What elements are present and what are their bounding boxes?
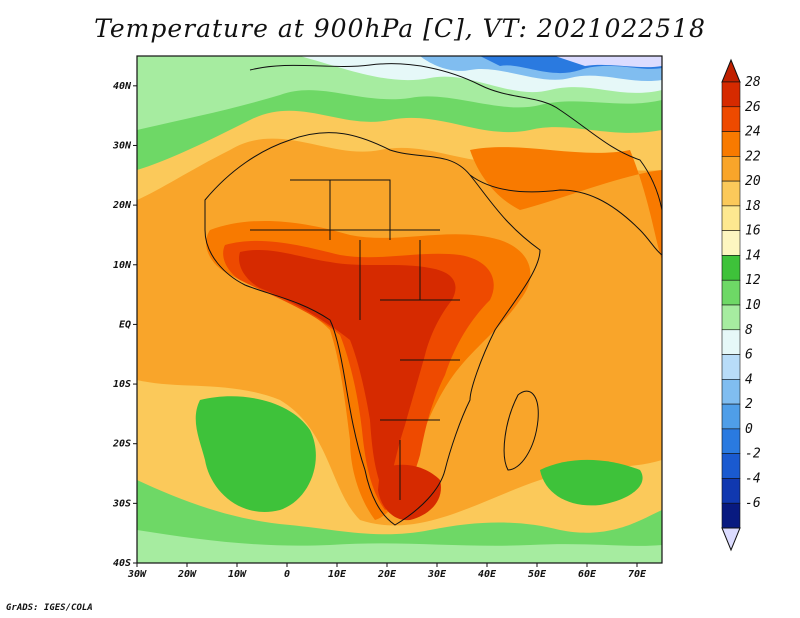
colorbar-label: -6 — [745, 496, 761, 511]
y-tick-label: 10N — [113, 260, 132, 271]
colorbar-segment — [721, 403, 741, 430]
x-tick-label: 70E — [628, 569, 647, 580]
y-axis-ticks: 40N 30N 20N 10N EQ 10S 20S 30S 40S — [112, 81, 137, 569]
colorbar-label: 12 — [745, 273, 761, 288]
x-axis-ticks: 30W 20W 10W 0 10E 20E 30E 40E 50E 60E 70E — [127, 563, 647, 580]
colorbar-label: 2 — [745, 397, 753, 412]
colorbar-segment — [721, 453, 741, 479]
colorbar-label: 8 — [745, 323, 753, 338]
colorbar-bottom-arrow — [721, 527, 741, 552]
grads-credit: GrADS: IGES/COLA — [6, 603, 93, 613]
colorbar-label: 14 — [745, 248, 761, 263]
colorbar-segment — [721, 379, 741, 405]
x-tick-label: 30W — [127, 569, 147, 580]
x-tick-label: 40E — [478, 569, 497, 580]
colorbar-segment — [721, 205, 741, 231]
colorbar-segment — [721, 329, 741, 355]
y-tick-label: EQ — [119, 319, 131, 330]
x-tick-label: 0 — [284, 569, 290, 580]
x-tick-label: 10E — [328, 569, 347, 580]
x-tick-label: 50E — [528, 569, 547, 580]
x-tick-label: 20W — [177, 569, 197, 580]
colorbar-segment — [721, 131, 741, 157]
colorbar-label: -2 — [745, 447, 761, 462]
coastlines — [204, 63, 662, 526]
x-tick-label: 10W — [228, 569, 247, 580]
y-tick-label: 30N — [112, 140, 132, 151]
colorbar-segment — [721, 478, 741, 504]
colorbar-segment — [721, 428, 741, 454]
x-tick-label: 60E — [578, 569, 597, 580]
colorbar-label: 20 — [745, 174, 761, 189]
colorbar-segment — [721, 106, 741, 132]
colorbar-segment — [721, 156, 741, 182]
colorbar-label: 28 — [745, 75, 761, 90]
colorbar-segment — [721, 180, 741, 207]
colorbar-label: 4 — [745, 372, 753, 387]
y-tick-label: 10S — [113, 379, 131, 390]
colorbar-label: 22 — [745, 149, 761, 164]
colorbar-segment — [721, 304, 741, 331]
colorbar-label: 26 — [745, 100, 761, 115]
y-tick-label: 30S — [112, 498, 131, 509]
colorbar-segment — [721, 81, 741, 108]
colorbar-segment — [721, 279, 741, 306]
temperature-field — [137, 56, 662, 563]
map-frame — [136, 55, 663, 564]
colorbar-label: 6 — [745, 348, 753, 363]
colorbar-label: 10 — [745, 298, 761, 313]
x-tick-label: 20E — [377, 569, 397, 580]
colorbar-label: 16 — [745, 224, 761, 239]
colorbar-label: 24 — [745, 125, 761, 140]
y-tick-label: 40N — [113, 81, 132, 92]
colorbar-segment — [721, 255, 741, 281]
colorbar-segment — [721, 354, 741, 380]
colorbar-segment — [721, 502, 741, 529]
map-title: Temperature at 900hPa [C], VT: 202102251… — [94, 14, 706, 43]
y-tick-label: 20N — [112, 200, 132, 211]
colorbar-label: 0 — [745, 422, 753, 437]
y-tick-label: 20S — [112, 439, 131, 450]
colorbar-segment — [721, 230, 741, 256]
colorbar-top-arrow — [721, 58, 741, 83]
colorbar-label: -4 — [745, 471, 761, 486]
x-tick-label: 30E — [427, 569, 447, 580]
colorbar-label: 18 — [745, 199, 761, 214]
y-tick-label: 40S — [113, 558, 131, 569]
